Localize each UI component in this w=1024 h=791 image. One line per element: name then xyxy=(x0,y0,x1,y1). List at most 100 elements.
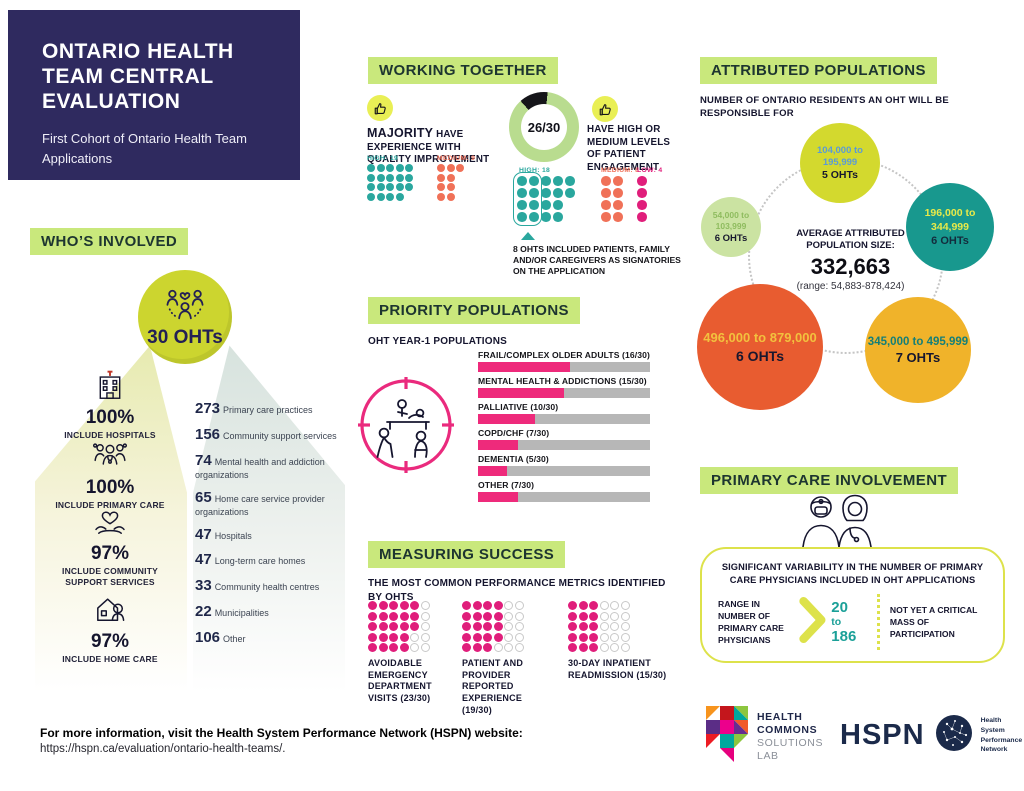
dot-filled xyxy=(529,200,539,210)
heading-whos-involved: WHO’S INVOLVED xyxy=(30,228,189,255)
footer-url-link[interactable]: https://hspn.ca/evaluation/ontario-healt… xyxy=(40,743,286,755)
dot-filled xyxy=(437,183,445,191)
dot-filled xyxy=(472,601,482,610)
dot-filled xyxy=(613,200,623,210)
dot-filled xyxy=(529,212,539,222)
list-item: 47 Hospitals xyxy=(195,525,252,543)
doctors-icon xyxy=(793,492,888,552)
dot-filled xyxy=(389,611,398,621)
bar-track xyxy=(478,466,650,476)
dot-filled xyxy=(368,632,377,642)
dot-filled xyxy=(368,622,377,631)
dot-filled xyxy=(462,643,471,652)
dot-filled xyxy=(446,164,455,172)
people-group-icon xyxy=(165,285,205,326)
dot-filled xyxy=(529,188,539,198)
org-count-list: 273 Primary care practices 156 Community s… xyxy=(195,400,345,654)
oht-total-label: 30 OHTs xyxy=(147,327,223,348)
list-item: 65 Home care service provider organizatio… xyxy=(195,488,325,518)
dot-filled xyxy=(601,176,611,186)
priority-subtitle: OHT YEAR-1 POPULATIONS xyxy=(368,336,508,347)
quality-improvement-text: MAJORITY HAVE EXPERIENCE WITH QUALITY IM… xyxy=(367,126,490,166)
dot-filled xyxy=(399,622,409,631)
dot-filled xyxy=(637,200,647,210)
dot-empty xyxy=(610,611,619,621)
quality-high-dot-matrix xyxy=(367,164,413,201)
dot-filled xyxy=(613,176,623,186)
dot-filled xyxy=(553,200,563,210)
thumbs-up-icon xyxy=(592,96,618,122)
dot-filled xyxy=(541,200,551,210)
dot-empty xyxy=(420,601,430,610)
bar-label: DEMENTIA (5/30) xyxy=(478,454,549,464)
physician-range-value: 20 to 186 xyxy=(831,598,857,646)
primary-care-people-icon xyxy=(92,443,128,474)
engagement-medium-dot-matrix xyxy=(601,176,623,222)
dot-filled xyxy=(589,611,598,621)
dot-filled xyxy=(578,632,588,642)
average-label: AVERAGE ATTRIBUTED POPULATION SIZE: xyxy=(796,228,905,252)
dot-filled xyxy=(437,173,445,182)
hospital-icon xyxy=(94,370,126,404)
dot-filled xyxy=(378,611,388,621)
dot-filled xyxy=(446,192,455,201)
dot-filled xyxy=(568,622,577,631)
signatories-footnote: 8 OHTS INCLUDED PATIENTS, FAMILY AND/OR … xyxy=(513,244,681,277)
health-commons-mosaic-icon xyxy=(706,706,748,767)
dot-filled xyxy=(517,200,527,210)
average-population-block: AVERAGE ATTRIBUTED POPULATION SIZE: 332,… xyxy=(778,228,923,292)
stat-value: 100% xyxy=(85,407,135,428)
bar-track xyxy=(478,440,650,450)
dot-empty xyxy=(599,632,609,642)
dot-empty xyxy=(599,601,609,610)
hspn-wordmark: HSPN xyxy=(840,719,925,751)
list-item: 22 Municipalities xyxy=(195,602,269,620)
dot-filled xyxy=(399,601,409,610)
dot-filled xyxy=(395,173,404,182)
patient-engagement-text: HAVE HIGH OR MEDIUM LEVELS OF PATIENT EN… xyxy=(587,124,671,174)
dot-empty xyxy=(610,622,619,631)
critical-mass-text: NOT YET A CRITICAL MASS OF PARTICIPATION xyxy=(889,605,978,640)
dot-filled xyxy=(405,164,413,172)
dot-filled xyxy=(378,632,388,642)
bar-label: FRAIL/COMPLEX OLDER ADULTS (16/30) xyxy=(478,350,650,360)
bar-row: COPD/CHF (7/30) xyxy=(478,428,650,450)
dot-empty xyxy=(504,643,513,652)
dot-filled xyxy=(493,622,503,631)
dot-filled xyxy=(376,164,385,172)
dot-filled xyxy=(386,173,394,182)
stat-value: 97% xyxy=(90,631,130,652)
waffle-ed-visits xyxy=(368,601,430,652)
dot-filled xyxy=(376,173,385,182)
oht-total-badge: 30 OHTs xyxy=(138,270,232,364)
dot-filled xyxy=(613,188,623,198)
dot-filled xyxy=(389,601,398,610)
dot-filled xyxy=(456,164,464,172)
measuring-subtitle: THE MOST COMMON PERFORMANCE METRICS IDEN… xyxy=(368,578,666,603)
dot-filled xyxy=(378,643,388,652)
dot-filled xyxy=(367,173,375,182)
dot-filled xyxy=(376,192,385,201)
dot-empty xyxy=(514,622,524,631)
dot-filled xyxy=(368,611,377,621)
dot-filled xyxy=(568,601,577,610)
dot-filled xyxy=(367,183,375,191)
dot-empty xyxy=(620,632,630,642)
dot-filled xyxy=(541,212,551,222)
dot-filled xyxy=(578,611,588,621)
waffle-reported-experience xyxy=(462,601,524,652)
dot-empty xyxy=(504,601,513,610)
list-item: 74 Mental health and addiction organizati… xyxy=(195,451,325,481)
dot-filled xyxy=(437,164,445,172)
home-care-icon xyxy=(93,598,127,628)
chevron-right-icon xyxy=(799,596,829,648)
bubble-196k-344k: 196,000 to 344,999 6 OHTs xyxy=(906,183,994,271)
dot-empty xyxy=(610,643,619,652)
list-item: 273 Primary care practices xyxy=(195,400,313,417)
dot-filled xyxy=(410,622,419,631)
dot-filled xyxy=(386,192,394,201)
dot-filled xyxy=(395,183,404,191)
dot-empty xyxy=(620,601,630,610)
dot-filled xyxy=(589,632,598,642)
dot-empty xyxy=(514,601,524,610)
